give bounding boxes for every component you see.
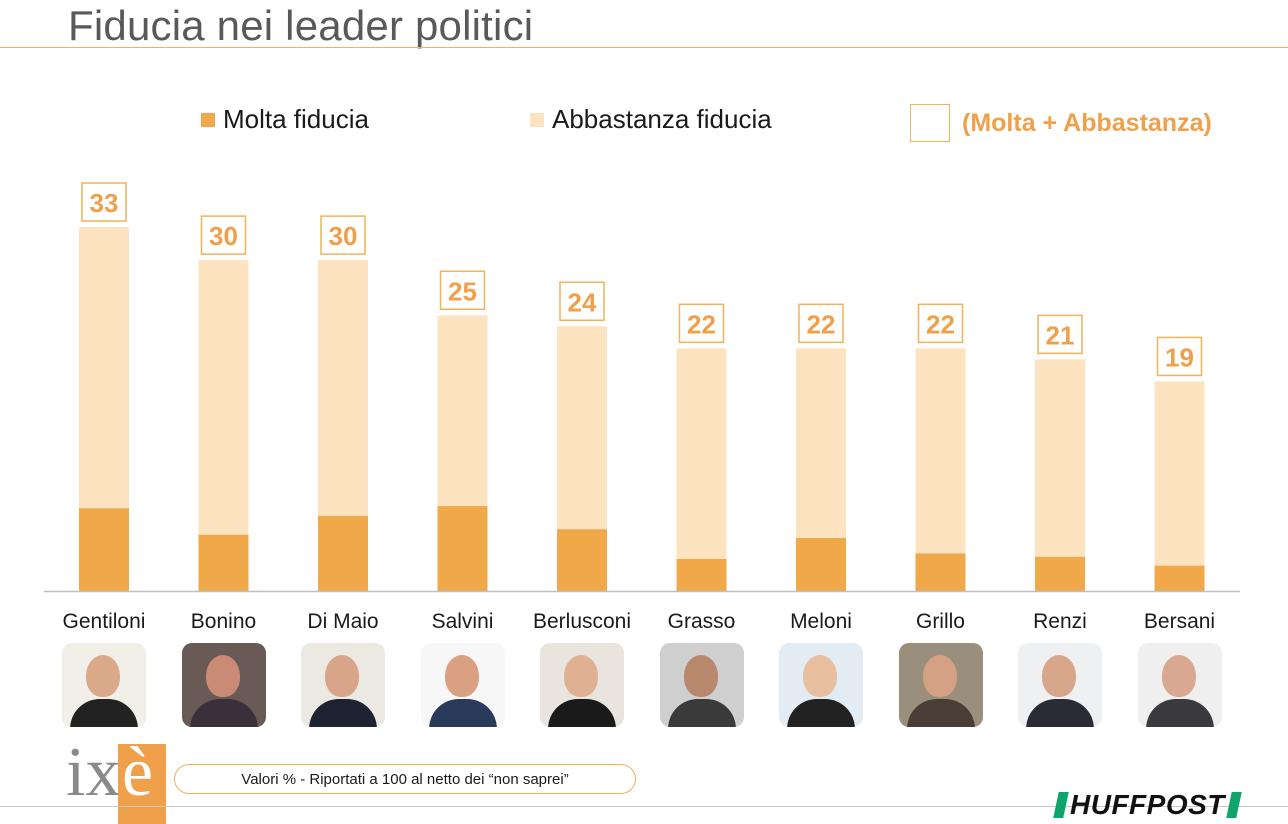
category-label: Salvini <box>432 610 494 633</box>
category-label: Grasso <box>668 610 736 633</box>
leader-photo <box>659 643 744 727</box>
bar-abbastanza <box>198 260 249 535</box>
category-label: Bonino <box>191 610 256 633</box>
total-label-box <box>559 281 605 322</box>
bar-molta <box>437 506 488 591</box>
bar-abbastanza <box>318 260 368 516</box>
bar-abbastanza <box>437 315 488 507</box>
bar-abbastanza <box>676 348 727 560</box>
bar-molta <box>796 538 846 591</box>
bar-abbastanza <box>79 227 129 509</box>
ixe-logo-ix: ix <box>66 734 121 811</box>
category-label: Di Maio <box>307 610 378 633</box>
source-note: Valori % - Riportati a 100 al netto dei … <box>174 764 636 794</box>
category-label: Gentiloni <box>63 610 146 633</box>
total-label: 19 <box>1165 342 1194 372</box>
huffpost-logo: HUFFPOST <box>1052 789 1243 820</box>
total-label: 22 <box>687 309 716 339</box>
category-label: Renzi <box>1033 610 1087 633</box>
category-label: Bersani <box>1144 610 1215 633</box>
total-label-box <box>200 215 247 255</box>
category-label: Meloni <box>790 610 852 633</box>
bar-molta <box>915 553 966 591</box>
total-label: 22 <box>807 309 836 339</box>
huffpost-bar-left <box>1053 792 1069 818</box>
category-label: Grillo <box>916 610 965 633</box>
legend-item-total: (Molta + Abbastanza) <box>910 104 1212 142</box>
ixe-logo-e: è <box>122 734 154 811</box>
bar-molta <box>676 559 727 591</box>
bar-molta <box>557 529 607 591</box>
leader-photo <box>1137 643 1222 727</box>
stacked-bar-chart: 33 Gentiloni 30 Bonino 30 Di Maio 25 Salvini 24 B… <box>44 182 1240 633</box>
bar-abbastanza <box>1154 381 1205 566</box>
bar-molta <box>79 508 129 591</box>
total-label: 30 <box>209 221 238 251</box>
leader-photo <box>779 643 863 727</box>
leader-photo <box>420 643 505 727</box>
total-label: 22 <box>926 309 955 339</box>
legend-swatch-molta <box>201 112 215 127</box>
leader-photo <box>1018 643 1102 727</box>
legend-label-abbastanza: Abbastanza fiducia <box>552 104 772 134</box>
total-label-box <box>1037 314 1083 355</box>
title-divider <box>0 47 1288 48</box>
total-label-box <box>320 215 366 255</box>
bar-abbastanza <box>915 348 966 554</box>
total-label-box <box>1156 336 1203 377</box>
ixe-logo-box <box>118 744 166 824</box>
huffpost-bar-right <box>1226 792 1242 818</box>
total-label-box <box>798 303 844 344</box>
legend-item-abbastanza: Abbastanza fiducia <box>530 104 772 135</box>
bar-abbastanza <box>557 326 607 530</box>
bar-molta <box>318 515 368 591</box>
leader-photo <box>301 643 385 727</box>
leader-photo <box>181 643 266 727</box>
leader-photo <box>898 643 983 727</box>
legend-label-total: (Molta + Abbastanza) <box>962 108 1212 137</box>
bar-abbastanza <box>1035 359 1085 557</box>
legend-swatch-abbastanza <box>530 112 544 127</box>
huffpost-logo-text: HUFFPOST <box>1070 789 1225 820</box>
bar-molta <box>1035 556 1085 591</box>
bottom-divider <box>0 806 1288 807</box>
leader-photo <box>540 643 624 727</box>
category-label: Berlusconi <box>533 610 631 633</box>
total-label: 25 <box>448 276 477 306</box>
total-label: 30 <box>329 221 358 251</box>
total-label: 21 <box>1046 320 1075 350</box>
legend-item-molta: Molta fiducia <box>201 104 369 135</box>
total-label: 33 <box>90 188 119 218</box>
legend-box-total <box>910 104 950 142</box>
total-label-box <box>678 303 725 344</box>
bar-molta <box>1154 565 1205 591</box>
total-label-box <box>81 182 127 222</box>
leader-photo <box>62 643 146 727</box>
page-title: Fiducia nei leader politici <box>68 2 534 49</box>
ixe-logo: ix è <box>66 738 166 824</box>
legend-label-molta: Molta fiducia <box>223 104 369 134</box>
total-label: 24 <box>568 287 597 317</box>
bar-abbastanza <box>796 348 846 539</box>
total-label-box <box>439 270 486 310</box>
total-label-box <box>917 303 964 344</box>
bar-molta <box>198 534 249 591</box>
